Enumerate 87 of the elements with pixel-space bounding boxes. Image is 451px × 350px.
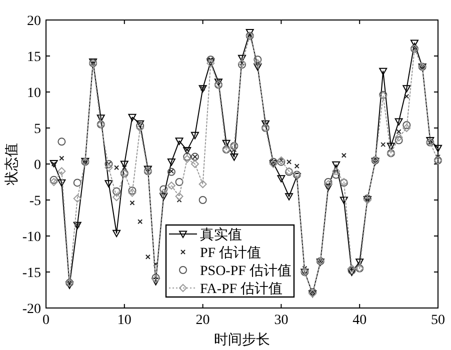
- legend-label: 真实值: [200, 227, 242, 243]
- point: [254, 64, 262, 71]
- point: [386, 142, 395, 150]
- point: [294, 164, 300, 169]
- point: [136, 124, 144, 132]
- x-tick-label: 40: [352, 313, 367, 328]
- legend-label: FA-PF 估计值: [200, 281, 283, 297]
- point: [104, 180, 113, 188]
- point: [356, 258, 364, 266]
- point: [160, 193, 168, 200]
- y-tick-label: -5: [29, 194, 41, 209]
- point: [120, 160, 128, 168]
- point: [434, 144, 442, 152]
- point: [332, 170, 340, 179]
- point: [167, 182, 176, 190]
- point: [394, 136, 403, 144]
- x-tick-label: 10: [117, 313, 132, 328]
- point: [394, 118, 403, 126]
- point: [402, 85, 411, 92]
- point: [402, 124, 411, 132]
- point: [175, 192, 184, 200]
- point: [128, 114, 136, 122]
- point: [238, 54, 246, 62]
- point: [50, 176, 58, 184]
- point: [175, 138, 184, 145]
- y-tick-label: -20: [22, 302, 41, 317]
- point: [341, 152, 346, 158]
- point: [286, 159, 292, 164]
- x-tick-label: 30: [274, 313, 288, 328]
- x-tick-label: 20: [196, 313, 210, 328]
- point: [112, 230, 121, 238]
- point: [175, 178, 184, 186]
- point: [198, 196, 207, 204]
- point: [50, 178, 58, 186]
- point: [153, 262, 158, 267]
- y-tick-label: 5: [34, 122, 41, 137]
- y-tick-label: 20: [27, 14, 41, 29]
- point: [410, 40, 418, 48]
- point: [58, 138, 66, 146]
- point: [73, 178, 82, 187]
- point: [114, 165, 120, 170]
- y-tick-label: 15: [27, 50, 41, 65]
- point: [394, 133, 403, 142]
- point: [198, 180, 207, 188]
- point: [324, 180, 332, 188]
- point: [190, 132, 199, 140]
- point: [73, 194, 82, 203]
- point: [160, 185, 168, 194]
- y-tick-label: -10: [22, 230, 41, 245]
- y-axis-title: 状态值: [4, 143, 20, 186]
- y-tick-label: -15: [22, 266, 41, 281]
- point: [167, 158, 176, 166]
- legend-label: PSO-PF 估计值: [200, 263, 292, 279]
- point: [285, 193, 294, 200]
- point: [380, 142, 386, 148]
- point: [130, 200, 135, 206]
- point: [332, 161, 340, 169]
- y-tick-label: 10: [27, 86, 41, 101]
- point: [402, 121, 411, 130]
- legend-label: PF 估计值: [200, 245, 262, 261]
- x-tick-label: 50: [431, 313, 445, 328]
- point: [58, 167, 66, 176]
- point: [222, 140, 230, 148]
- point: [58, 179, 66, 187]
- point: [138, 219, 143, 224]
- point: [145, 254, 150, 260]
- point: [230, 154, 238, 161]
- point: [340, 196, 348, 204]
- point: [404, 94, 410, 99]
- point: [59, 156, 64, 161]
- point: [122, 165, 127, 170]
- point: [254, 56, 262, 64]
- point: [379, 68, 388, 76]
- point: [246, 28, 254, 36]
- x-axis-title: 时间步长: [214, 332, 270, 348]
- y-tick-label: 0: [34, 158, 41, 173]
- point: [112, 187, 121, 196]
- point: [112, 193, 121, 202]
- point: [324, 178, 332, 186]
- point: [152, 278, 160, 286]
- point: [96, 114, 105, 122]
- point: [396, 129, 402, 134]
- point: [277, 175, 286, 182]
- point: [104, 164, 113, 172]
- point: [190, 160, 199, 168]
- point: [183, 152, 192, 161]
- point: [324, 184, 332, 192]
